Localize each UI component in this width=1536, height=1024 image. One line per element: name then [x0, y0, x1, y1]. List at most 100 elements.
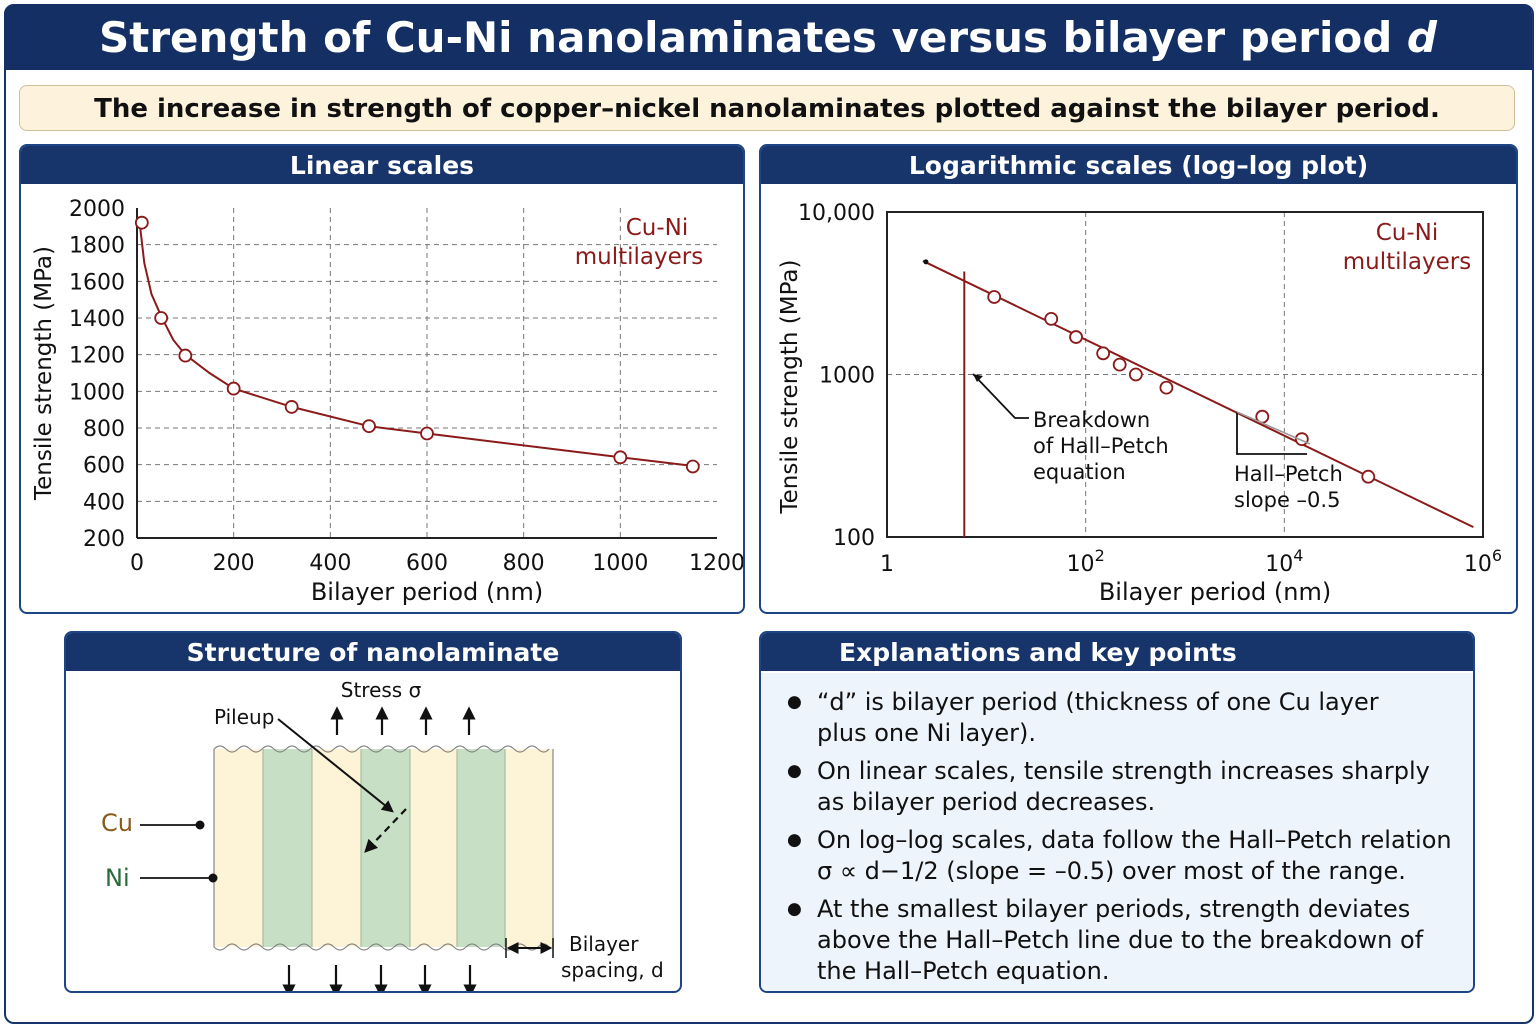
structure-title: Structure of nanolaminate	[66, 633, 680, 671]
x-tick-label: 200	[213, 551, 255, 576]
y-axis-label: Tensile strength (MPa)	[777, 260, 803, 515]
y-tick-label: 400	[83, 490, 125, 515]
breakdown-annotation-text: of Hall–Petch	[1033, 434, 1169, 458]
key-point-line: “d” is bilayer period (thickness of one …	[817, 688, 1379, 716]
linear-chart-panel: Linear scales 0 200 400 600 800 1000 1200 200 40…	[19, 144, 745, 614]
data-point	[987, 290, 1002, 304]
stress-arrows-bottom	[282, 965, 477, 991]
y-tick-label: 600	[83, 454, 125, 479]
slope-triangle	[1236, 412, 1307, 455]
data-point	[178, 348, 193, 363]
x-tick-label: 104	[1265, 546, 1303, 577]
y-tick-label: 100	[833, 526, 875, 551]
spacing-label-line2: spacing, d	[561, 958, 664, 982]
y-tick-label: 1000	[69, 380, 125, 405]
nanolaminate-diagram: Stress σ Pileup	[101, 678, 664, 991]
key-point-line: as bilayer period decreases.	[817, 788, 1156, 816]
y-tick-label: 1800	[69, 234, 125, 259]
pileup-arrow	[277, 718, 394, 813]
breakdown-annotation-text: equation	[1033, 460, 1126, 484]
page-title-text: Strength of Cu-Ni nanolaminates versus b…	[99, 13, 1393, 62]
dislocation-dashed-arrow	[364, 808, 407, 853]
slope-triangle-hypotenuse	[1236, 411, 1311, 445]
data-point	[420, 426, 434, 441]
y-tick-label: 10,000	[798, 201, 875, 226]
spacing-label-line1: Bilayer	[569, 932, 639, 956]
data-point	[1044, 311, 1059, 326]
data-point	[154, 311, 169, 325]
data-point	[134, 215, 149, 230]
y-tick-label: 1600	[69, 270, 125, 295]
key-point-line: On linear scales, tensile strength incre…	[817, 757, 1430, 785]
structure-panel: Structure of nanolaminate Stress σ	[64, 631, 682, 993]
data-point	[613, 450, 628, 465]
cu-layer	[505, 749, 553, 947]
key-point-line: the Hall–Petch equation.	[817, 957, 1110, 985]
data-point	[284, 400, 299, 414]
x-tick-label: 0	[130, 551, 144, 576]
series-label-line2: multilayers	[1343, 249, 1471, 275]
cu-layer	[312, 749, 361, 947]
x-tick-label: 1000	[592, 551, 648, 576]
x-axis-label: Bilayer period (nm)	[311, 578, 543, 606]
log-chart: 1 102 104 106 100 1000 10,000 Bilayer period (n…	[777, 201, 1502, 606]
y-tick-label: 1000	[819, 364, 875, 389]
x-tick-label: 600	[406, 551, 448, 576]
page-title: Strength of Cu-Ni nanolaminates versus b…	[4, 4, 1532, 70]
key-point-item: On log–log scales, data follow the Hall–…	[787, 825, 1473, 887]
breakdown-annotation-text: Breakdown	[1033, 408, 1150, 432]
key-points-panel: Explanations and key points “d” is bilay…	[759, 631, 1475, 993]
data-point	[1112, 357, 1127, 372]
ni-layer	[457, 749, 505, 947]
ni-leader-dot	[208, 873, 218, 883]
x-tick-label: 400	[309, 551, 351, 576]
data-point	[362, 419, 376, 434]
key-point-item: On linear scales, tensile strength incre…	[787, 756, 1473, 818]
data-point	[1096, 346, 1111, 361]
key-points-body: “d” is bilayer period (thickness of one …	[761, 673, 1473, 991]
series-label-line2: multilayers	[575, 244, 703, 270]
key-point-line: plus one Ni layer).	[817, 719, 1036, 747]
key-point-line: At the smallest bilayer periods, strengt…	[817, 895, 1411, 923]
page-subtitle: The increase in strength of copper–nicke…	[19, 85, 1515, 131]
y-axis-label: Tensile strength (MPa)	[31, 246, 57, 501]
hall-petch-fit-line	[922, 260, 1474, 529]
data-point	[685, 459, 700, 474]
plot-frame	[886, 211, 1484, 538]
stress-arrows-top	[330, 706, 476, 735]
data-point	[226, 381, 241, 396]
y-tick-label: 1200	[69, 344, 125, 369]
key-point-line: above the Hall–Petch line due to the bre…	[817, 926, 1424, 954]
breakdown-annotation-leader	[972, 373, 1029, 419]
line-start-dot	[923, 259, 929, 265]
x-tick-label: 106	[1464, 546, 1502, 577]
key-point-item: At the smallest bilayer periods, strengt…	[787, 894, 1473, 987]
linear-chart: 0 200 400 600 800 1000 12002004006008001000120…	[31, 197, 743, 606]
y-tick-label: 800	[83, 417, 125, 442]
x-tick-label: 1	[880, 552, 894, 577]
data-point	[1361, 469, 1376, 484]
breakdown-annotation-arrowhead	[973, 374, 983, 382]
data-point	[1128, 367, 1143, 382]
cu-leader-dot	[195, 820, 205, 830]
ni-label: Ni	[105, 864, 130, 892]
x-axis-label: Bilayer period (nm)	[1099, 578, 1331, 606]
cu-label: Cu	[101, 809, 133, 837]
key-points-list: “d” is bilayer period (thickness of one …	[761, 687, 1473, 987]
x-tick-label: 102	[1067, 546, 1105, 577]
cu-layer	[410, 749, 457, 947]
x-tick-label: 800	[503, 551, 545, 576]
y-tick-label: 1400	[69, 307, 125, 332]
page-title-symbol: d	[1406, 13, 1437, 62]
log-chart-panel: Logarithmic scales (log–log plot) 1 102 10…	[759, 144, 1518, 614]
key-point-line: On log–log scales, data follow the Hall–…	[817, 826, 1452, 854]
log-chart-title: Logarithmic scales (log–log plot)	[761, 146, 1516, 184]
ni-layer	[263, 749, 312, 947]
data-point	[1159, 380, 1174, 395]
cu-layer	[214, 749, 263, 947]
laminate-layers	[213, 745, 554, 951]
series-label-line1: Cu-Ni	[1376, 220, 1439, 246]
pileup-label: Pileup	[214, 705, 274, 729]
x-tick-label: 1200	[689, 551, 743, 576]
series-label-line1: Cu-Ni	[626, 215, 689, 241]
